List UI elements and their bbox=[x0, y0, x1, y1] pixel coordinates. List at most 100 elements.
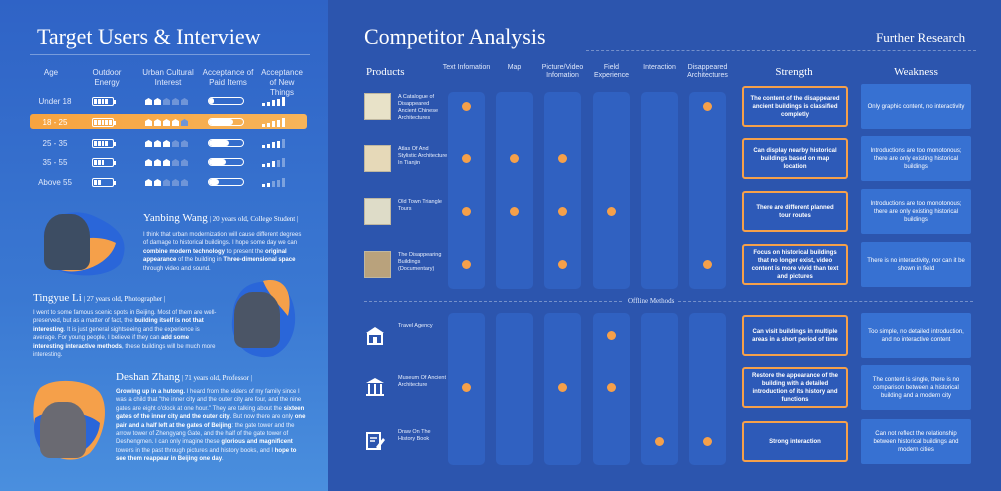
age-label: Under 18 bbox=[38, 97, 72, 106]
signal-bar bbox=[262, 164, 265, 167]
draw-history-icon bbox=[364, 430, 386, 452]
battery-cell bbox=[97, 160, 101, 165]
feature-dot bbox=[607, 331, 616, 340]
avatar-deshan bbox=[40, 402, 86, 458]
weakness-header: Weakness bbox=[894, 66, 938, 78]
building-icon bbox=[163, 119, 170, 126]
weakness-box: Too simple, no detailed introduction, an… bbox=[861, 313, 971, 358]
battery-cell bbox=[101, 160, 105, 165]
battery-cell bbox=[97, 180, 101, 185]
feature-column bbox=[689, 92, 726, 289]
signal-icon bbox=[262, 178, 285, 187]
building-icon bbox=[172, 179, 179, 186]
signal-bar bbox=[282, 97, 285, 106]
strength-box: There are different planned tour routes bbox=[742, 191, 848, 232]
battery-cell bbox=[94, 180, 97, 185]
battery-icon bbox=[92, 178, 116, 187]
building-icon bbox=[145, 98, 152, 105]
paid-acceptance-fill bbox=[209, 159, 226, 165]
yanbing-meta: | 20 years old, College Student | bbox=[207, 215, 299, 223]
yanbing-name: Yanbing Wang bbox=[143, 212, 208, 224]
col-age: Age bbox=[43, 68, 59, 77]
product-name: Museum Of Ancient Architecture bbox=[398, 375, 446, 388]
feature-dot bbox=[655, 437, 664, 446]
building-icon bbox=[145, 119, 152, 126]
yanbing-quote: I think that urban modernization will ca… bbox=[143, 232, 302, 272]
divider bbox=[30, 54, 310, 55]
signal-bar bbox=[282, 139, 285, 148]
battery-cell bbox=[97, 99, 101, 104]
competitor-panel: Competitor Analysis Further Research Pro… bbox=[328, 0, 1001, 491]
battery-cell bbox=[94, 99, 97, 104]
building-icon bbox=[163, 159, 170, 166]
signal-bar bbox=[272, 100, 275, 106]
battery-cell bbox=[101, 99, 105, 104]
battery-cell bbox=[102, 180, 105, 185]
building-icons bbox=[145, 179, 188, 186]
competitor-title: Competitor Analysis bbox=[364, 24, 546, 49]
battery-cell bbox=[105, 180, 108, 185]
battery-icon bbox=[92, 139, 116, 148]
battery-cell bbox=[109, 99, 112, 104]
paid-acceptance-fill bbox=[209, 140, 230, 146]
building-icons bbox=[145, 159, 188, 166]
target-users-panel: Target Users & Interview Age Outdoor Ene… bbox=[0, 0, 328, 491]
tingyue-name: Tingyue Li bbox=[33, 292, 82, 304]
feature-dot bbox=[462, 154, 471, 163]
feature-column bbox=[496, 92, 533, 289]
age-label: Above 55 bbox=[38, 178, 72, 187]
dashed-divider bbox=[586, 50, 976, 51]
signal-bar bbox=[262, 184, 265, 187]
signal-icon bbox=[262, 158, 285, 167]
feature-column bbox=[448, 92, 485, 289]
building-icon bbox=[163, 140, 170, 147]
col-paid: Acceptance of Paid Items bbox=[202, 68, 254, 87]
battery-cell bbox=[105, 120, 109, 125]
signal-bar bbox=[277, 159, 280, 167]
signal-icon bbox=[262, 118, 285, 127]
signal-bar bbox=[272, 161, 275, 167]
battery-cell bbox=[101, 141, 105, 146]
feature-header: Disappeared Architectures bbox=[687, 64, 728, 79]
battery-cell bbox=[101, 120, 105, 125]
product-name: Old Town Triangle Tours bbox=[398, 199, 442, 212]
feature-dot bbox=[462, 207, 471, 216]
feature-column bbox=[641, 92, 678, 289]
feature-dot bbox=[510, 154, 519, 163]
battery-cell bbox=[105, 141, 109, 146]
battery-cell bbox=[109, 160, 112, 165]
building-icon bbox=[145, 159, 152, 166]
tingyue-quote: I went to some famous scenic spots in Be… bbox=[33, 310, 217, 359]
strength-box: Can visit buildings in multiple areas in… bbox=[742, 315, 848, 356]
signal-bar bbox=[282, 118, 285, 127]
feature-dot bbox=[462, 102, 471, 111]
person-name-3: Deshan Zhang | 71 years old, Professor | bbox=[116, 371, 252, 383]
feature-header: Field Experience bbox=[593, 64, 630, 79]
signal-bar bbox=[272, 121, 275, 127]
paid-acceptance-bar bbox=[208, 158, 244, 166]
building-icon bbox=[145, 179, 152, 186]
battery-cell bbox=[105, 160, 108, 165]
dashed-divider bbox=[364, 301, 622, 302]
paid-acceptance-fill bbox=[209, 179, 220, 185]
feature-column bbox=[593, 92, 630, 289]
product-thumbnail bbox=[364, 93, 391, 120]
signal-bar bbox=[282, 178, 285, 187]
person-name-2: Tingyue Li | 27 years old, Photographer … bbox=[33, 292, 165, 304]
building-icon bbox=[154, 159, 161, 166]
feature-header: Interaction bbox=[643, 64, 676, 71]
signal-bar bbox=[272, 181, 275, 187]
feature-column bbox=[496, 313, 533, 465]
deshan-name: Deshan Zhang bbox=[116, 371, 180, 383]
signal-bar bbox=[282, 158, 285, 167]
col-new: Acceptance of New Things bbox=[261, 68, 303, 97]
building-icon bbox=[172, 119, 179, 126]
building-icon bbox=[181, 179, 188, 186]
avatar-tingyue bbox=[234, 292, 280, 348]
strength-box: Strong interaction bbox=[742, 421, 848, 462]
age-label: 35 - 55 bbox=[42, 158, 68, 167]
col-interest: Urban Cultural Interest bbox=[142, 68, 194, 87]
feature-header: Text Infomation bbox=[442, 64, 491, 71]
battery-cell bbox=[109, 141, 112, 146]
strength-box: Restore the appearance of the building w… bbox=[742, 367, 848, 408]
